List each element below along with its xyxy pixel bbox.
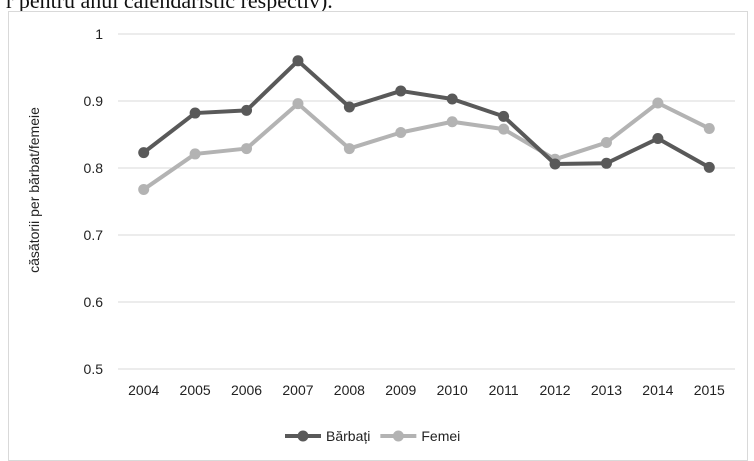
- data-point: [446, 116, 458, 128]
- data-point: [652, 97, 664, 109]
- y-tick-label: 0.9: [84, 93, 104, 109]
- data-point: [189, 148, 201, 160]
- x-tick-label: 2009: [385, 382, 416, 398]
- legend-swatch-marker: [392, 430, 404, 442]
- series-group: [138, 55, 715, 195]
- data-point: [241, 104, 253, 116]
- y-tick-label: 0.5: [84, 361, 104, 377]
- x-tick-label: 2015: [694, 382, 725, 398]
- x-tick-label: 2011: [489, 382, 519, 398]
- gridlines: [118, 33, 735, 370]
- data-point: [549, 158, 561, 170]
- caption-text: r pentru anul calendaristic respectiv).: [6, 0, 333, 13]
- x-tick-label: 2005: [180, 382, 211, 398]
- legend-label: Bărbați: [326, 428, 370, 444]
- data-point: [189, 107, 201, 119]
- series-line: [142, 58, 711, 170]
- data-point: [241, 143, 253, 155]
- legend: Bărbați Femei: [285, 428, 460, 444]
- x-tick-label: 2014: [642, 382, 673, 398]
- series-line: [142, 101, 711, 192]
- x-tick-label: 2012: [539, 382, 570, 398]
- data-point: [703, 122, 715, 134]
- data-point: [138, 183, 150, 195]
- y-tick-label: 0.6: [84, 294, 104, 310]
- y-tick-label: 1: [95, 26, 103, 42]
- data-point: [600, 157, 612, 169]
- y-tick-label: 0.7: [84, 227, 104, 243]
- legend-swatch-marker: [297, 430, 309, 442]
- y-axis-label: căsătorii per bărbat/femeie: [26, 107, 42, 273]
- legend-label: Femei: [421, 428, 460, 444]
- data-point: [498, 110, 510, 122]
- x-tick-label: 2010: [437, 382, 468, 398]
- data-point: [395, 126, 407, 138]
- data-point: [703, 161, 715, 173]
- data-point: [292, 55, 304, 67]
- data-point: [292, 98, 304, 110]
- x-tick-label: 2004: [128, 382, 159, 398]
- data-point: [652, 133, 664, 145]
- data-point: [343, 101, 355, 113]
- x-tick-label: 2007: [282, 382, 313, 398]
- x-tick-label: 2013: [591, 382, 622, 398]
- data-point: [343, 143, 355, 155]
- data-point: [446, 93, 458, 105]
- y-tick-label: 0.8: [84, 160, 104, 176]
- x-tick-label: 2008: [334, 382, 365, 398]
- chart-frame: [8, 11, 748, 461]
- data-point: [498, 123, 510, 135]
- data-point: [138, 147, 150, 159]
- data-point: [600, 137, 612, 149]
- x-tick-label: 2006: [231, 382, 262, 398]
- data-point: [395, 85, 407, 97]
- y-tick-labels: 0.5 0.6 0.7 0.8 0.9 1: [84, 26, 104, 377]
- x-tick-labels: 2004 2005 2006 2007 2008 2009 2010 2011 2012 2013…: [128, 382, 725, 398]
